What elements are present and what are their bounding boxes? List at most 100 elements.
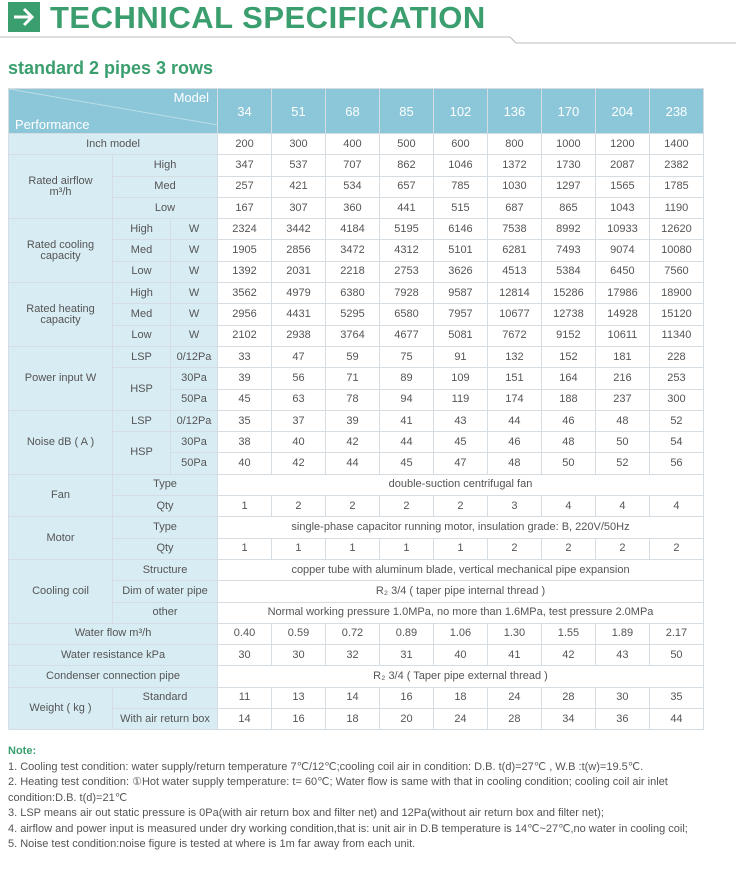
value-cell: 300 xyxy=(648,388,705,411)
value-cell: 45 xyxy=(217,388,272,411)
value-cell: 1 xyxy=(324,537,380,560)
spanning-value: copper tube with aluminum blade, vertica… xyxy=(217,558,704,582)
value-cell: 4431 xyxy=(271,303,326,326)
value-cell: 16 xyxy=(378,686,434,710)
table-row: 50Pa 45 63 78 94 119 174 188 237 300 xyxy=(9,388,705,411)
value-cell: 28 xyxy=(540,686,596,710)
table-row: HSP 30Pa 39 56 71 89 109 151 164 216 253 xyxy=(9,367,705,411)
note-item: 1. Cooling test condition: water supply/… xyxy=(8,760,644,773)
value-cell: 4979 xyxy=(271,282,326,305)
value-cell: 2.17 xyxy=(648,622,705,646)
row-label: Inch model xyxy=(7,132,219,156)
value-cell: 300 xyxy=(271,132,326,156)
value-cell: 500 xyxy=(378,132,434,156)
value-cell: 56 xyxy=(271,367,326,390)
value-cell: 441 xyxy=(378,196,434,220)
value-cell: 30 xyxy=(271,644,326,667)
value-cell: 307 xyxy=(271,196,326,220)
model-header: 34 xyxy=(217,88,272,134)
value-cell: 167 xyxy=(217,196,272,220)
value-cell: 6580 xyxy=(378,303,434,326)
value-cell: 7928 xyxy=(378,282,434,305)
value-cell: 78 xyxy=(324,388,380,411)
group-label: Rated cooling capacity xyxy=(8,218,113,284)
value-cell: 91 xyxy=(432,345,488,369)
value-cell: 1046 xyxy=(432,154,488,177)
table-row: Noise dB ( A ) LSP 0/12Pa 35 37 39 41 43 44 46 48 5… xyxy=(8,409,705,475)
value-cell: 36 xyxy=(594,708,650,731)
table-row: With air return box 14 16 18 20 24 28 34 36 44 xyxy=(9,708,705,731)
model-header: 170 xyxy=(540,88,596,134)
value-cell: 63 xyxy=(271,388,326,411)
value-cell: 3442 xyxy=(271,218,326,241)
value-cell: 4513 xyxy=(486,260,542,284)
value-cell: 537 xyxy=(271,154,326,177)
table-row: Rated heating capacity High W 3562 4979 6380 7… xyxy=(8,282,705,347)
table-row: Low W 1392 2031 2218 2753 3626 4513 5384 6450 7560 xyxy=(9,260,705,284)
value-cell: 4 xyxy=(648,495,705,518)
value-cell: 257 xyxy=(217,175,272,198)
value-cell: 1 xyxy=(432,537,488,560)
table-row: Med W 1905 2856 3472 4312 5101 6281 7493 9074 1008… xyxy=(9,239,705,262)
sub-label: High xyxy=(112,218,171,241)
sub2-label: 50Pa xyxy=(169,452,219,475)
value-cell: 40 xyxy=(432,644,488,667)
value-cell: 2031 xyxy=(271,260,326,284)
group-label: Cooling coil xyxy=(8,558,113,624)
table-row: Rated airflow m³/h High 347 537 707 862 1046 13… xyxy=(8,154,705,220)
value-cell: 16 xyxy=(271,708,326,731)
table-row: Water resistance kPa 30 30 32 31 40 41 42 43 50 xyxy=(7,644,705,667)
value-cell: 400 xyxy=(324,132,380,156)
value-cell: 42 xyxy=(324,431,380,454)
sub2-label: W xyxy=(169,239,219,262)
sub2-label: W xyxy=(169,218,219,241)
value-cell: 4 xyxy=(540,495,596,518)
value-cell: 48 xyxy=(486,452,542,475)
value-cell: 1 xyxy=(378,537,434,560)
value-cell: 1565 xyxy=(594,175,650,198)
value-cell: 9587 xyxy=(432,282,488,305)
value-cell: 4184 xyxy=(324,218,380,241)
value-cell: 6281 xyxy=(486,239,542,262)
value-cell: 15120 xyxy=(648,303,705,326)
sub-label: High xyxy=(111,154,219,177)
value-cell: 2218 xyxy=(324,260,380,284)
value-cell: 38 xyxy=(217,431,272,454)
value-cell: 94 xyxy=(378,388,434,411)
table-row: Cooling coil Structure copper tube with al… xyxy=(8,558,704,624)
table-row: Low W 2102 2938 3764 4677 5081 7672 9152 10611 113… xyxy=(9,324,705,347)
value-cell: 20 xyxy=(378,708,434,731)
value-cell: 14 xyxy=(217,708,272,731)
value-cell: 360 xyxy=(324,196,380,220)
model-header: 68 xyxy=(324,88,380,134)
value-cell: 17986 xyxy=(594,282,650,305)
value-cell: 1.30 xyxy=(486,622,542,646)
value-cell: 35 xyxy=(217,409,272,433)
model-header: 85 xyxy=(378,88,434,134)
value-cell: 43 xyxy=(432,409,488,433)
row-label: Water resistance kPa xyxy=(7,644,219,667)
sub-label: Dim of water pipe xyxy=(111,580,219,603)
value-cell: 2 xyxy=(324,495,380,518)
value-cell: 1372 xyxy=(486,154,542,177)
value-cell: 30 xyxy=(594,686,650,710)
performance-label: Performance xyxy=(15,117,90,132)
value-cell: 2938 xyxy=(271,324,326,347)
value-cell: 3472 xyxy=(324,239,380,262)
model-header: 238 xyxy=(648,88,705,134)
value-cell: 1400 xyxy=(648,132,705,156)
table-row: Dim of water pipe R₂ 3/4 ( taper pipe int… xyxy=(9,580,704,603)
sub-label: Type xyxy=(111,473,219,497)
value-cell: 347 xyxy=(217,154,272,177)
value-cell: 6146 xyxy=(432,218,488,241)
sub-label: With air return box xyxy=(111,708,219,731)
group-label: Power input W xyxy=(8,345,113,411)
model-header: 102 xyxy=(432,88,488,134)
value-cell: 865 xyxy=(540,196,596,220)
value-cell: 10080 xyxy=(648,239,705,262)
value-cell: 47 xyxy=(432,452,488,475)
group-label: Rated airflow m³/h xyxy=(8,154,113,220)
value-cell: 52 xyxy=(594,452,650,475)
note-item: 2. Heating test condition: ①Hot water su… xyxy=(8,776,668,804)
table-row: Power input W LSP 0/12Pa 33 47 59 75 91 132 152 18… xyxy=(8,345,705,411)
